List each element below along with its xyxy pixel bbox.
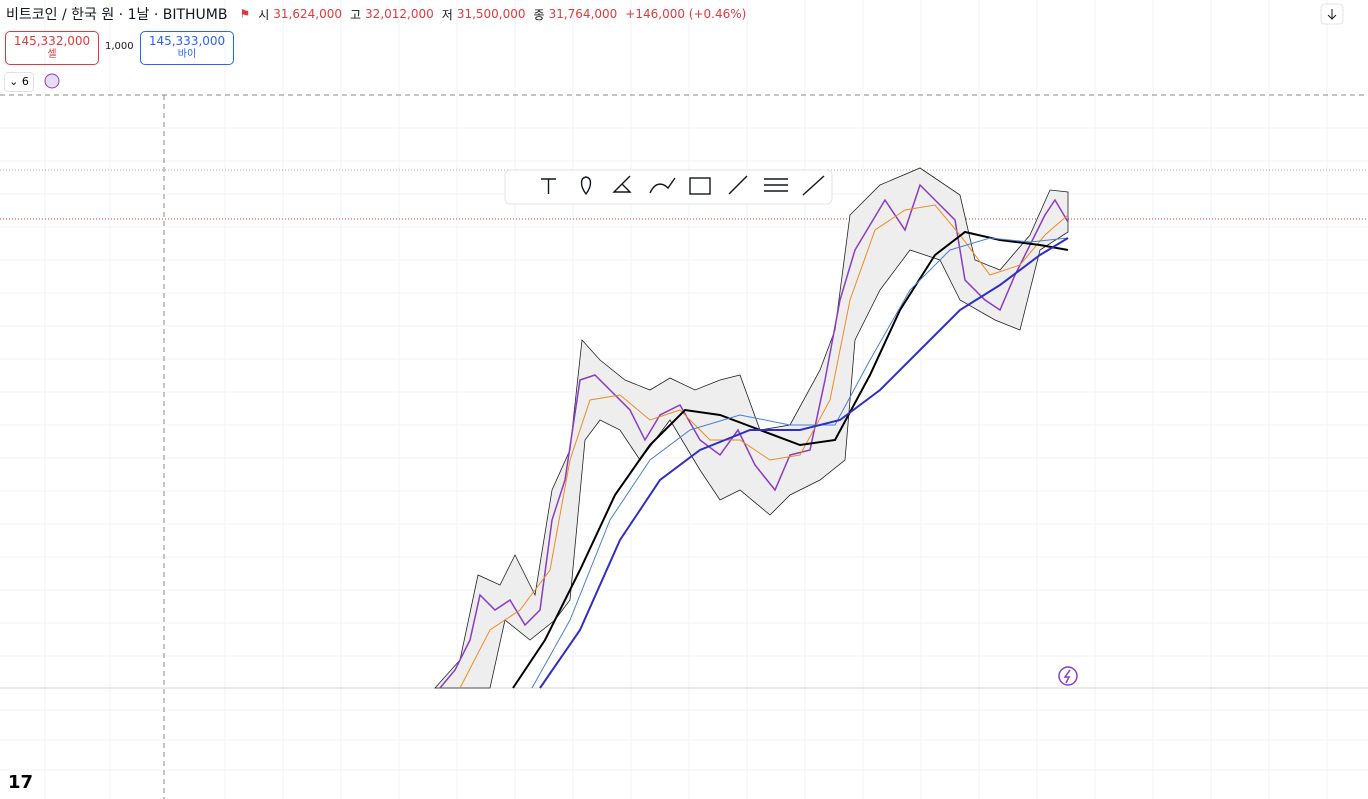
ma-long [539,237,1069,689]
ohlc-label: 고 [350,7,362,22]
ohlc-label: 시 [258,7,270,22]
indicator-count: 6 [21,75,29,88]
sell-button[interactable]: 145,332,000 셀 [5,31,99,65]
bollinger-band [434,167,1069,689]
drawing-toolbar [504,169,833,205]
symbol-header: 비트코인 / 한국 원 · 1날 · BITHUMB ⚑ 시 31,624,000… [6,4,746,24]
buy-label: 바이 [177,49,197,60]
ma-fast [459,204,1069,689]
buy-button[interactable]: 145,333,000 바이 [140,31,234,65]
sell-price: 145,332,000 [13,34,91,48]
ohlc-label: 종 [533,7,545,22]
quantity[interactable]: 1,000 [105,41,134,52]
refresh-icon[interactable] [44,73,60,89]
price-candles [439,183,1069,689]
symbol-title[interactable]: 비트코인 / 한국 원 · 1날 · BITHUMB [6,7,228,23]
ohlc-value: 31,500,000 [456,7,526,21]
ohlc-value: 32,012,000 [365,7,434,21]
ohlc-value: 31,624,000 [273,7,342,21]
ohlc-label: 저 [441,7,453,22]
ma-mid [531,237,1069,689]
buy-price: 145,333,000 [148,34,226,48]
alert-icon[interactable] [1058,666,1078,686]
indicator-toggle[interactable]: ⌄ 6 [4,72,34,92]
change: +146,000 (+0.46%) [625,7,747,21]
ohlc-value: 31,764,000 [548,7,618,21]
sell-label: 셀 [47,49,57,60]
logo: 17 [8,772,33,793]
ma-slow [512,230,1069,689]
